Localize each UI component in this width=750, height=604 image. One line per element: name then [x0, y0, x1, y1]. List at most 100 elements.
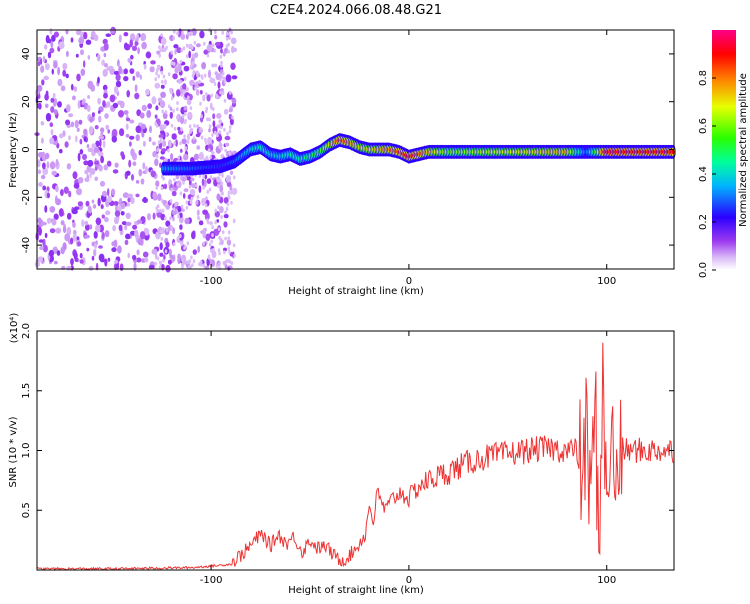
heatmap-noise-cell [205, 196, 208, 201]
heatmap-noise-cell [45, 35, 50, 44]
heatmap-noise-cell [173, 126, 177, 131]
heatmap-noise-cell [55, 195, 58, 204]
heatmap-noise-cell [216, 113, 222, 119]
heatmap-noise-cell [172, 61, 176, 66]
heatmap-noise-cell [102, 84, 108, 91]
heatmap-noise-cell [218, 235, 221, 240]
heatmap-noise-cell [155, 180, 160, 187]
heatmap-noise-cell [43, 75, 49, 81]
heatmap-noise-cell [200, 74, 204, 79]
heatmap-noise-cell [78, 36, 85, 45]
heatmap-noise-cell [179, 191, 183, 196]
heatmap-noise-cell [215, 263, 219, 268]
heatmap-noise-cell [191, 138, 197, 144]
heatmap-y-axis-label: Frequency (Hz) [8, 112, 19, 188]
heatmap-noise-cell [157, 65, 161, 70]
heatmap-noise-cell [217, 227, 221, 232]
heatmap-noise-cell [48, 249, 55, 257]
y-tick-label: -40 [21, 237, 32, 253]
heatmap-noise-cell [127, 193, 133, 199]
heatmap-noise-cell [37, 256, 43, 263]
heatmap-noise-cell [58, 41, 65, 50]
heatmap-noise-cell [160, 84, 165, 89]
heatmap-noise-cell [157, 193, 162, 201]
heatmap-noise-cell [210, 239, 213, 244]
heatmap-noise-cell [185, 205, 189, 210]
heatmap-noise-cell [221, 91, 225, 95]
heatmap-noise-cell [127, 57, 132, 63]
heatmap-noise-cell [158, 53, 161, 58]
heatmap-noise-cell [171, 133, 177, 140]
heatmap-noise-cell [188, 113, 192, 118]
heatmap-noise-cell [111, 247, 117, 253]
heatmap-noise-cell [79, 259, 84, 264]
heatmap-noise-cell [176, 47, 182, 54]
heatmap-noise-cell [176, 31, 179, 36]
heatmap-noise-cell [191, 73, 195, 78]
heatmap-noise-cell [81, 99, 85, 106]
heatmap-noise-cell [42, 244, 48, 253]
heatmap-noise-cell [144, 228, 150, 236]
heatmap-noise-cell [114, 216, 119, 225]
heatmap-noise-cell [203, 41, 206, 46]
heatmap-noise-cell [145, 165, 148, 174]
heatmap-noise-cell [193, 123, 196, 128]
heatmap-noise-cell [113, 86, 119, 94]
heatmap-noise-cell [89, 224, 93, 230]
heatmap-noise-cell [163, 254, 166, 261]
heatmap-noise-cell [191, 45, 194, 50]
heatmap-noise-cell [198, 220, 204, 226]
heatmap-noise-cell [62, 226, 67, 234]
heatmap-noise-cell [169, 254, 174, 259]
heatmap-noise-cell [70, 37, 74, 43]
heatmap-noise-cell [175, 139, 178, 147]
heatmap-noise-cell [206, 94, 211, 102]
heatmap-noise-cell [109, 94, 116, 103]
heatmap-noise-cell [183, 153, 189, 161]
heatmap-noise-cell [83, 60, 86, 68]
heatmap-noise-cell [120, 202, 126, 210]
heatmap-noise-cell [225, 36, 229, 41]
heatmap-noise-cell [93, 147, 100, 153]
heatmap-noise-cell [72, 229, 77, 235]
heatmap-noise-cell [84, 169, 89, 175]
heatmap-noise-cell [93, 34, 99, 42]
heatmap-noise-cell [205, 233, 211, 241]
heatmap-noise-cell [212, 43, 215, 48]
heatmap-noise-cell [216, 133, 219, 138]
heatmap-noise-cell [90, 168, 96, 175]
heatmap-noise-cell [119, 128, 125, 137]
heatmap-noise-cell [77, 177, 84, 184]
heatmap-noise-cell [123, 32, 129, 37]
heatmap-noise-cell [223, 247, 227, 252]
heatmap-noise-cell [68, 113, 74, 118]
y-tick-label: -20 [21, 189, 32, 205]
heatmap-noise-cell [186, 54, 189, 59]
heatmap-noise-cell [136, 249, 140, 256]
heatmap-noise-cell [104, 258, 108, 267]
heatmap-noise-cell [102, 100, 106, 108]
heatmap-noise-cell [100, 204, 104, 210]
heatmap-noise-cell [76, 29, 82, 36]
heatmap-noise-cell [181, 258, 184, 263]
heatmap-noise-cell [162, 74, 166, 79]
heatmap-noise-cell [114, 259, 118, 264]
heatmap-noise-cell [177, 214, 180, 219]
heatmap-noise-cell [135, 71, 140, 78]
heatmap-noise-cell [194, 86, 197, 91]
heatmap-noise-cell [229, 170, 234, 176]
heatmap-noise-cell [161, 148, 167, 153]
heatmap-noise-cell [156, 148, 159, 153]
heatmap-noise-cell [220, 60, 223, 65]
heatmap-noise-cell [202, 230, 206, 239]
colorbar-label: Normalized spectral amplitude [738, 73, 749, 227]
heatmap-noise-cell [60, 220, 65, 226]
heatmap-noise-cell [181, 114, 185, 119]
heatmap-noise-cell [178, 63, 182, 73]
heatmap-noise-cell [131, 45, 138, 52]
heatmap-noise-cell [125, 117, 131, 122]
heatmap-noise-cell [150, 170, 156, 178]
heatmap-noise-cell [78, 119, 83, 125]
heatmap-noise-cell [210, 77, 213, 82]
heatmap-noise-cell [94, 125, 99, 130]
